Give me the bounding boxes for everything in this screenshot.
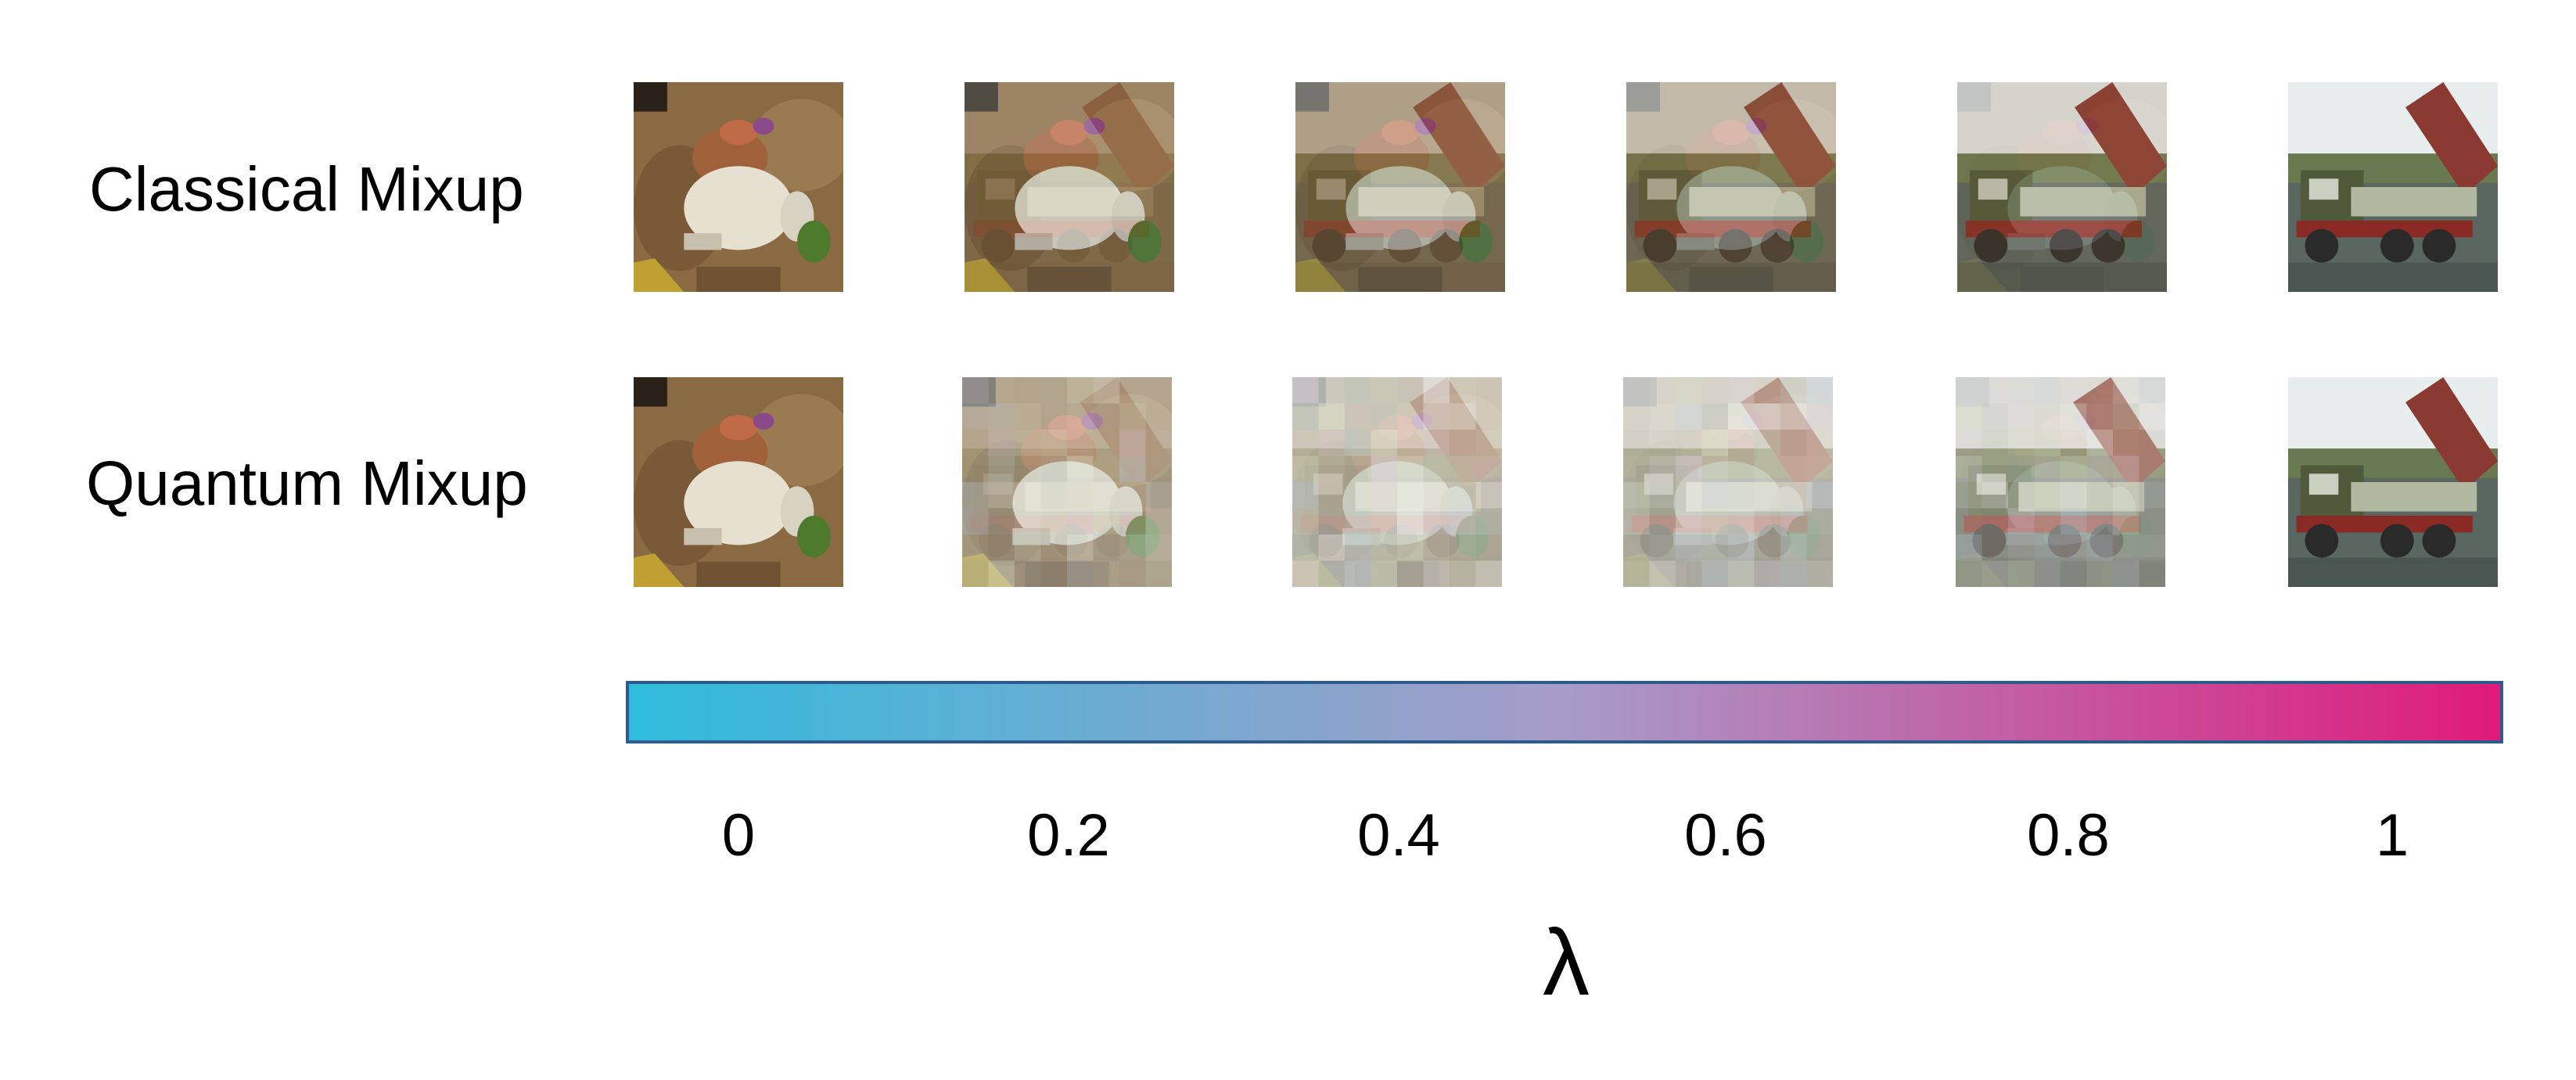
colorbar-tick-5: 1 [2375, 802, 2409, 869]
quantum-mixup-image-2 [1292, 377, 1502, 587]
quantum-mixup-image-3 [1623, 377, 1833, 587]
quantum-mixup-image-0 [634, 377, 843, 587]
colorbar-tick-0: 0 [721, 802, 756, 869]
colorbar-tick-3: 0.6 [1684, 802, 1767, 869]
quantum-mixup-image-1 [962, 377, 1172, 587]
classical-mixup-image-3 [1626, 82, 1836, 292]
quantum-mixup-image-5 [2288, 377, 2498, 587]
colorbar-tick-1: 0.2 [1027, 802, 1110, 869]
classical-mixup-image-5 [2288, 82, 2498, 292]
classical-mixup-image-4 [1957, 82, 2167, 292]
lambda-axis-label: λ [1543, 910, 1590, 1015]
row-label-classical-mixup: Classical Mixup [89, 154, 524, 224]
classical-mixup-image-2 [1295, 82, 1505, 292]
colorbar-tick-2: 0.4 [1357, 802, 1440, 869]
row-label-quantum-mixup: Quantum Mixup [86, 448, 528, 518]
classical-mixup-image-0 [634, 82, 843, 292]
colorbar-tick-4: 0.8 [2027, 802, 2110, 869]
classical-mixup-image-1 [965, 82, 1174, 292]
lambda-colorbar [626, 681, 2503, 743]
quantum-mixup-image-4 [1956, 377, 2165, 587]
